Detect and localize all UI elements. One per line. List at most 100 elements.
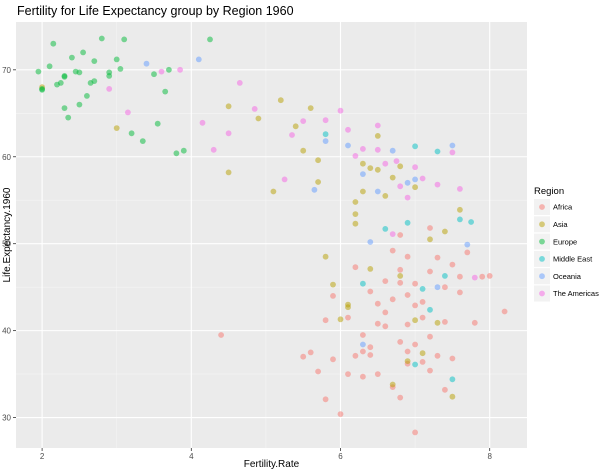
data-point-africa (345, 371, 351, 377)
data-point-the-americas (412, 164, 418, 171)
data-point-oceania (360, 341, 366, 348)
data-point-africa (389, 247, 396, 254)
data-point-asia (412, 317, 418, 324)
y-tick-label: 70 (2, 66, 11, 75)
data-point-asia (367, 266, 374, 272)
data-point-oceania (311, 186, 318, 193)
data-point-the-americas (457, 186, 463, 192)
data-point-africa (442, 319, 448, 325)
data-point-africa (479, 273, 486, 280)
data-point-oceania (464, 241, 471, 248)
data-point-the-americas (337, 107, 344, 114)
data-point-asia (255, 115, 262, 122)
data-point-the-americas (106, 86, 113, 92)
data-point-africa (471, 319, 478, 326)
data-point-europe (57, 80, 64, 86)
data-point-oceania (412, 176, 418, 183)
data-point-the-americas (471, 274, 478, 281)
x-axis-ticks: 2 4 6 8 (40, 448, 492, 461)
x-tick-label: 6 (338, 452, 343, 461)
data-point-middle-east (360, 280, 366, 287)
data-point-africa (449, 355, 456, 362)
data-point-africa (419, 314, 426, 321)
data-point-africa (397, 394, 404, 401)
data-point-oceania (449, 142, 456, 149)
legend-label-the-americas: The Americas (553, 289, 599, 298)
data-point-europe (207, 36, 213, 43)
data-point-asia (367, 165, 374, 172)
data-point-middle-east (412, 143, 418, 150)
data-point-africa (315, 368, 321, 375)
data-point-middle-east (449, 376, 456, 383)
data-point-europe (106, 73, 113, 79)
data-point-the-americas (449, 149, 456, 156)
data-point-africa (457, 273, 463, 280)
data-point-asia (270, 188, 277, 195)
y-axis-title: Life.Expectancy.1960 (2, 187, 13, 282)
legend-symbol-oceania (539, 273, 545, 280)
data-point-oceania (367, 239, 374, 245)
data-point-europe (69, 54, 75, 61)
data-point-africa (300, 353, 307, 360)
data-point-europe (128, 130, 135, 137)
data-point-europe (80, 49, 86, 56)
data-point-asia (449, 393, 456, 400)
data-point-oceania (143, 60, 150, 67)
legend-symbol-africa (539, 204, 545, 210)
legend-symbol-the-americas (539, 290, 545, 297)
data-point-africa (367, 344, 374, 351)
data-point-africa (397, 232, 404, 238)
data-point-africa (442, 386, 448, 393)
data-point-asia (292, 123, 299, 130)
data-point-africa (322, 317, 329, 324)
data-point-asia (382, 193, 389, 199)
data-point-africa (412, 280, 418, 287)
data-point-africa (322, 396, 329, 403)
data-point-africa (397, 266, 404, 273)
data-point-the-americas (251, 106, 258, 112)
data-point-africa (330, 356, 336, 363)
data-point-asia (337, 316, 344, 323)
data-point-asia (225, 169, 232, 176)
data-point-asia (322, 253, 329, 260)
data-point-asia (374, 166, 381, 173)
data-point-the-americas (374, 122, 381, 129)
data-point-africa (352, 264, 359, 271)
data-point-the-americas (434, 181, 441, 188)
data-point-europe (35, 68, 42, 75)
data-point-asia (434, 319, 441, 326)
data-point-middle-east (382, 226, 389, 232)
data-point-the-americas (397, 183, 404, 190)
data-point-europe (139, 138, 146, 145)
data-point-europe (76, 101, 83, 108)
data-point-europe (117, 66, 124, 72)
data-point-africa (457, 289, 463, 296)
data-point-africa (404, 253, 411, 260)
data-point-africa (427, 333, 433, 340)
data-point-asia (374, 133, 381, 139)
data-point-africa (412, 429, 418, 436)
data-point-europe (61, 105, 68, 111)
data-point-the-americas (289, 132, 295, 138)
data-point-europe (98, 35, 105, 42)
data-point-africa (374, 320, 381, 327)
data-point-oceania (434, 284, 441, 291)
data-point-asia (397, 163, 404, 170)
data-point-africa (382, 323, 389, 330)
data-point-oceania (345, 142, 351, 149)
data-point-africa (419, 299, 426, 305)
data-point-africa (419, 359, 426, 365)
data-point-oceania (322, 138, 329, 145)
data-point-africa (404, 321, 411, 328)
data-point-the-americas (281, 176, 288, 183)
data-point-africa (486, 273, 493, 279)
data-point-africa (434, 352, 441, 359)
data-point-the-americas (374, 146, 381, 153)
legend-symbol-europe (539, 238, 545, 245)
data-point-africa (427, 367, 433, 374)
data-point-africa (367, 288, 374, 295)
data-point-the-americas (419, 175, 426, 182)
data-point-the-americas (404, 194, 411, 201)
data-point-africa (337, 411, 344, 417)
y-tick-label: 30 (2, 414, 11, 423)
